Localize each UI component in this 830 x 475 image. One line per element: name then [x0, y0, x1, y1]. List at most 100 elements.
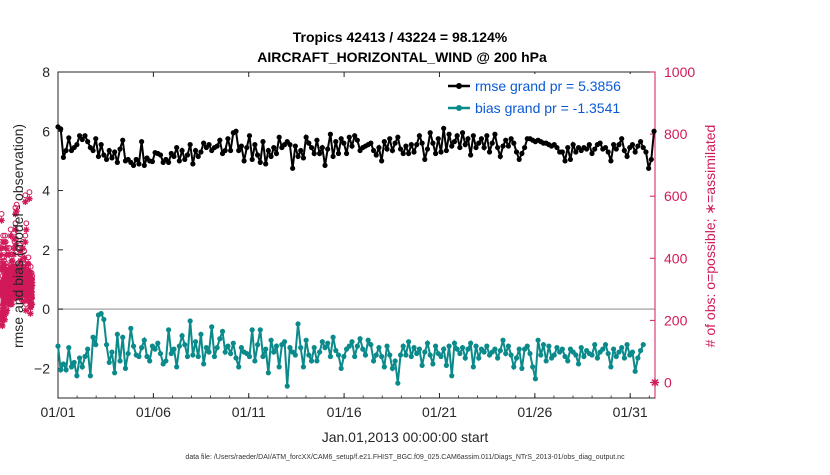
y-axis-label-right: # of obs: o=possible; ∗=assimilated — [702, 125, 718, 348]
bias-point — [128, 325, 134, 331]
assimilated-obs-point — [9, 282, 16, 289]
bias-point — [419, 362, 425, 368]
x-axis-label: Jan.01,2013 00:00:00 start — [322, 429, 489, 445]
legend-rmse-marker — [456, 83, 462, 89]
y-tick-label: 4 — [42, 183, 50, 199]
bias-point — [592, 342, 598, 348]
rmse-point — [589, 150, 595, 157]
bias-point — [254, 342, 261, 348]
bias-point — [141, 337, 147, 343]
rmse-point — [179, 147, 185, 154]
bias-point — [573, 352, 579, 358]
bias-point — [125, 350, 131, 357]
rmse-point — [441, 125, 447, 131]
rmse-point — [422, 156, 428, 163]
legend-bias-marker — [456, 105, 462, 111]
rmse-point — [640, 144, 646, 151]
bias-point — [338, 365, 344, 371]
rmse-point — [276, 134, 282, 140]
assimilated-obs-point — [27, 269, 34, 277]
rmse-point — [60, 154, 66, 160]
bias-point — [192, 339, 199, 345]
bias-point — [306, 352, 312, 358]
bias-point — [114, 331, 120, 337]
rmse-point — [495, 144, 501, 151]
bias-point — [209, 324, 215, 330]
bias-point — [157, 350, 164, 357]
bias-point — [387, 352, 393, 358]
bias-point — [101, 316, 107, 323]
x-axis: 01/01 01/06 01/11 01/16 01/21 01/26 01/31 — [40, 72, 650, 420]
bias-point — [616, 349, 622, 355]
rmse-point — [562, 158, 568, 164]
bias-point — [581, 353, 587, 360]
possible-obs-point — [21, 248, 28, 255]
rmse-point — [395, 134, 401, 140]
bias-point — [524, 343, 530, 349]
rmse-point — [114, 159, 120, 165]
rmse-point — [651, 128, 657, 134]
bias-point — [222, 349, 228, 355]
bias-point — [219, 328, 226, 334]
bias-point — [637, 347, 644, 354]
bias-point — [349, 339, 355, 345]
rmse-point — [63, 147, 69, 154]
chart-title: Tropics 42413 / 43224 = 98.124% — [293, 29, 508, 45]
rmse-point — [570, 142, 576, 148]
rmse-point — [254, 152, 261, 158]
rmse-point — [424, 146, 431, 152]
rmse-point — [451, 139, 458, 145]
bias-point — [551, 352, 557, 358]
bias-point — [513, 355, 520, 361]
bias-point — [594, 355, 601, 361]
chart-subtitle: AIRCRAFT_HORIZONTAL_WIND @ 200 hPa — [257, 49, 547, 65]
y-right-tick-label: 400 — [664, 250, 688, 266]
rmse-point — [573, 149, 579, 155]
assimilated-obs-point — [0, 217, 5, 224]
bias-point — [85, 346, 91, 352]
rmse-point — [338, 136, 344, 142]
bias-point — [370, 358, 377, 364]
assimilated-obs-edge-point — [651, 378, 659, 387]
bias-point — [562, 353, 568, 360]
possible-obs-point — [25, 254, 32, 261]
rmse-point — [66, 135, 72, 141]
bias-point — [122, 365, 129, 371]
rmse-point — [117, 146, 123, 152]
rmse-point — [268, 153, 274, 160]
rmse-point — [206, 142, 212, 148]
rmse-point — [287, 142, 293, 148]
bias-point — [454, 346, 460, 352]
bias-point — [446, 343, 452, 349]
assimilated-obs-point — [0, 245, 5, 252]
rmse-point — [214, 143, 220, 149]
bias-point — [346, 343, 352, 349]
rmse-point — [505, 143, 512, 149]
bias-point — [298, 345, 304, 351]
bias-point — [201, 361, 207, 367]
x-tick-label: 01/06 — [136, 404, 171, 420]
bias-point — [451, 340, 458, 346]
rmse-point — [608, 158, 614, 164]
rmse-point — [559, 149, 565, 155]
rmse-point — [136, 161, 142, 167]
rmse-point — [449, 143, 455, 149]
bias-point — [308, 358, 315, 364]
bias-point — [174, 364, 180, 370]
bias-point — [311, 345, 317, 351]
rmse-point — [273, 150, 280, 157]
bias-point — [260, 353, 266, 360]
assimilated-obs-point — [21, 254, 28, 261]
rmse-point — [621, 147, 627, 154]
bias-point — [276, 364, 282, 370]
bias-point — [389, 365, 396, 371]
rmse-point — [195, 153, 201, 160]
bias-point — [246, 353, 253, 360]
bias-point — [265, 370, 271, 376]
rmse-point — [106, 147, 112, 154]
rmse-point — [497, 153, 503, 160]
bias-point — [341, 353, 347, 360]
bias-point — [427, 352, 433, 358]
rmse-point — [201, 140, 207, 146]
assimilated-obs-point — [10, 251, 18, 258]
